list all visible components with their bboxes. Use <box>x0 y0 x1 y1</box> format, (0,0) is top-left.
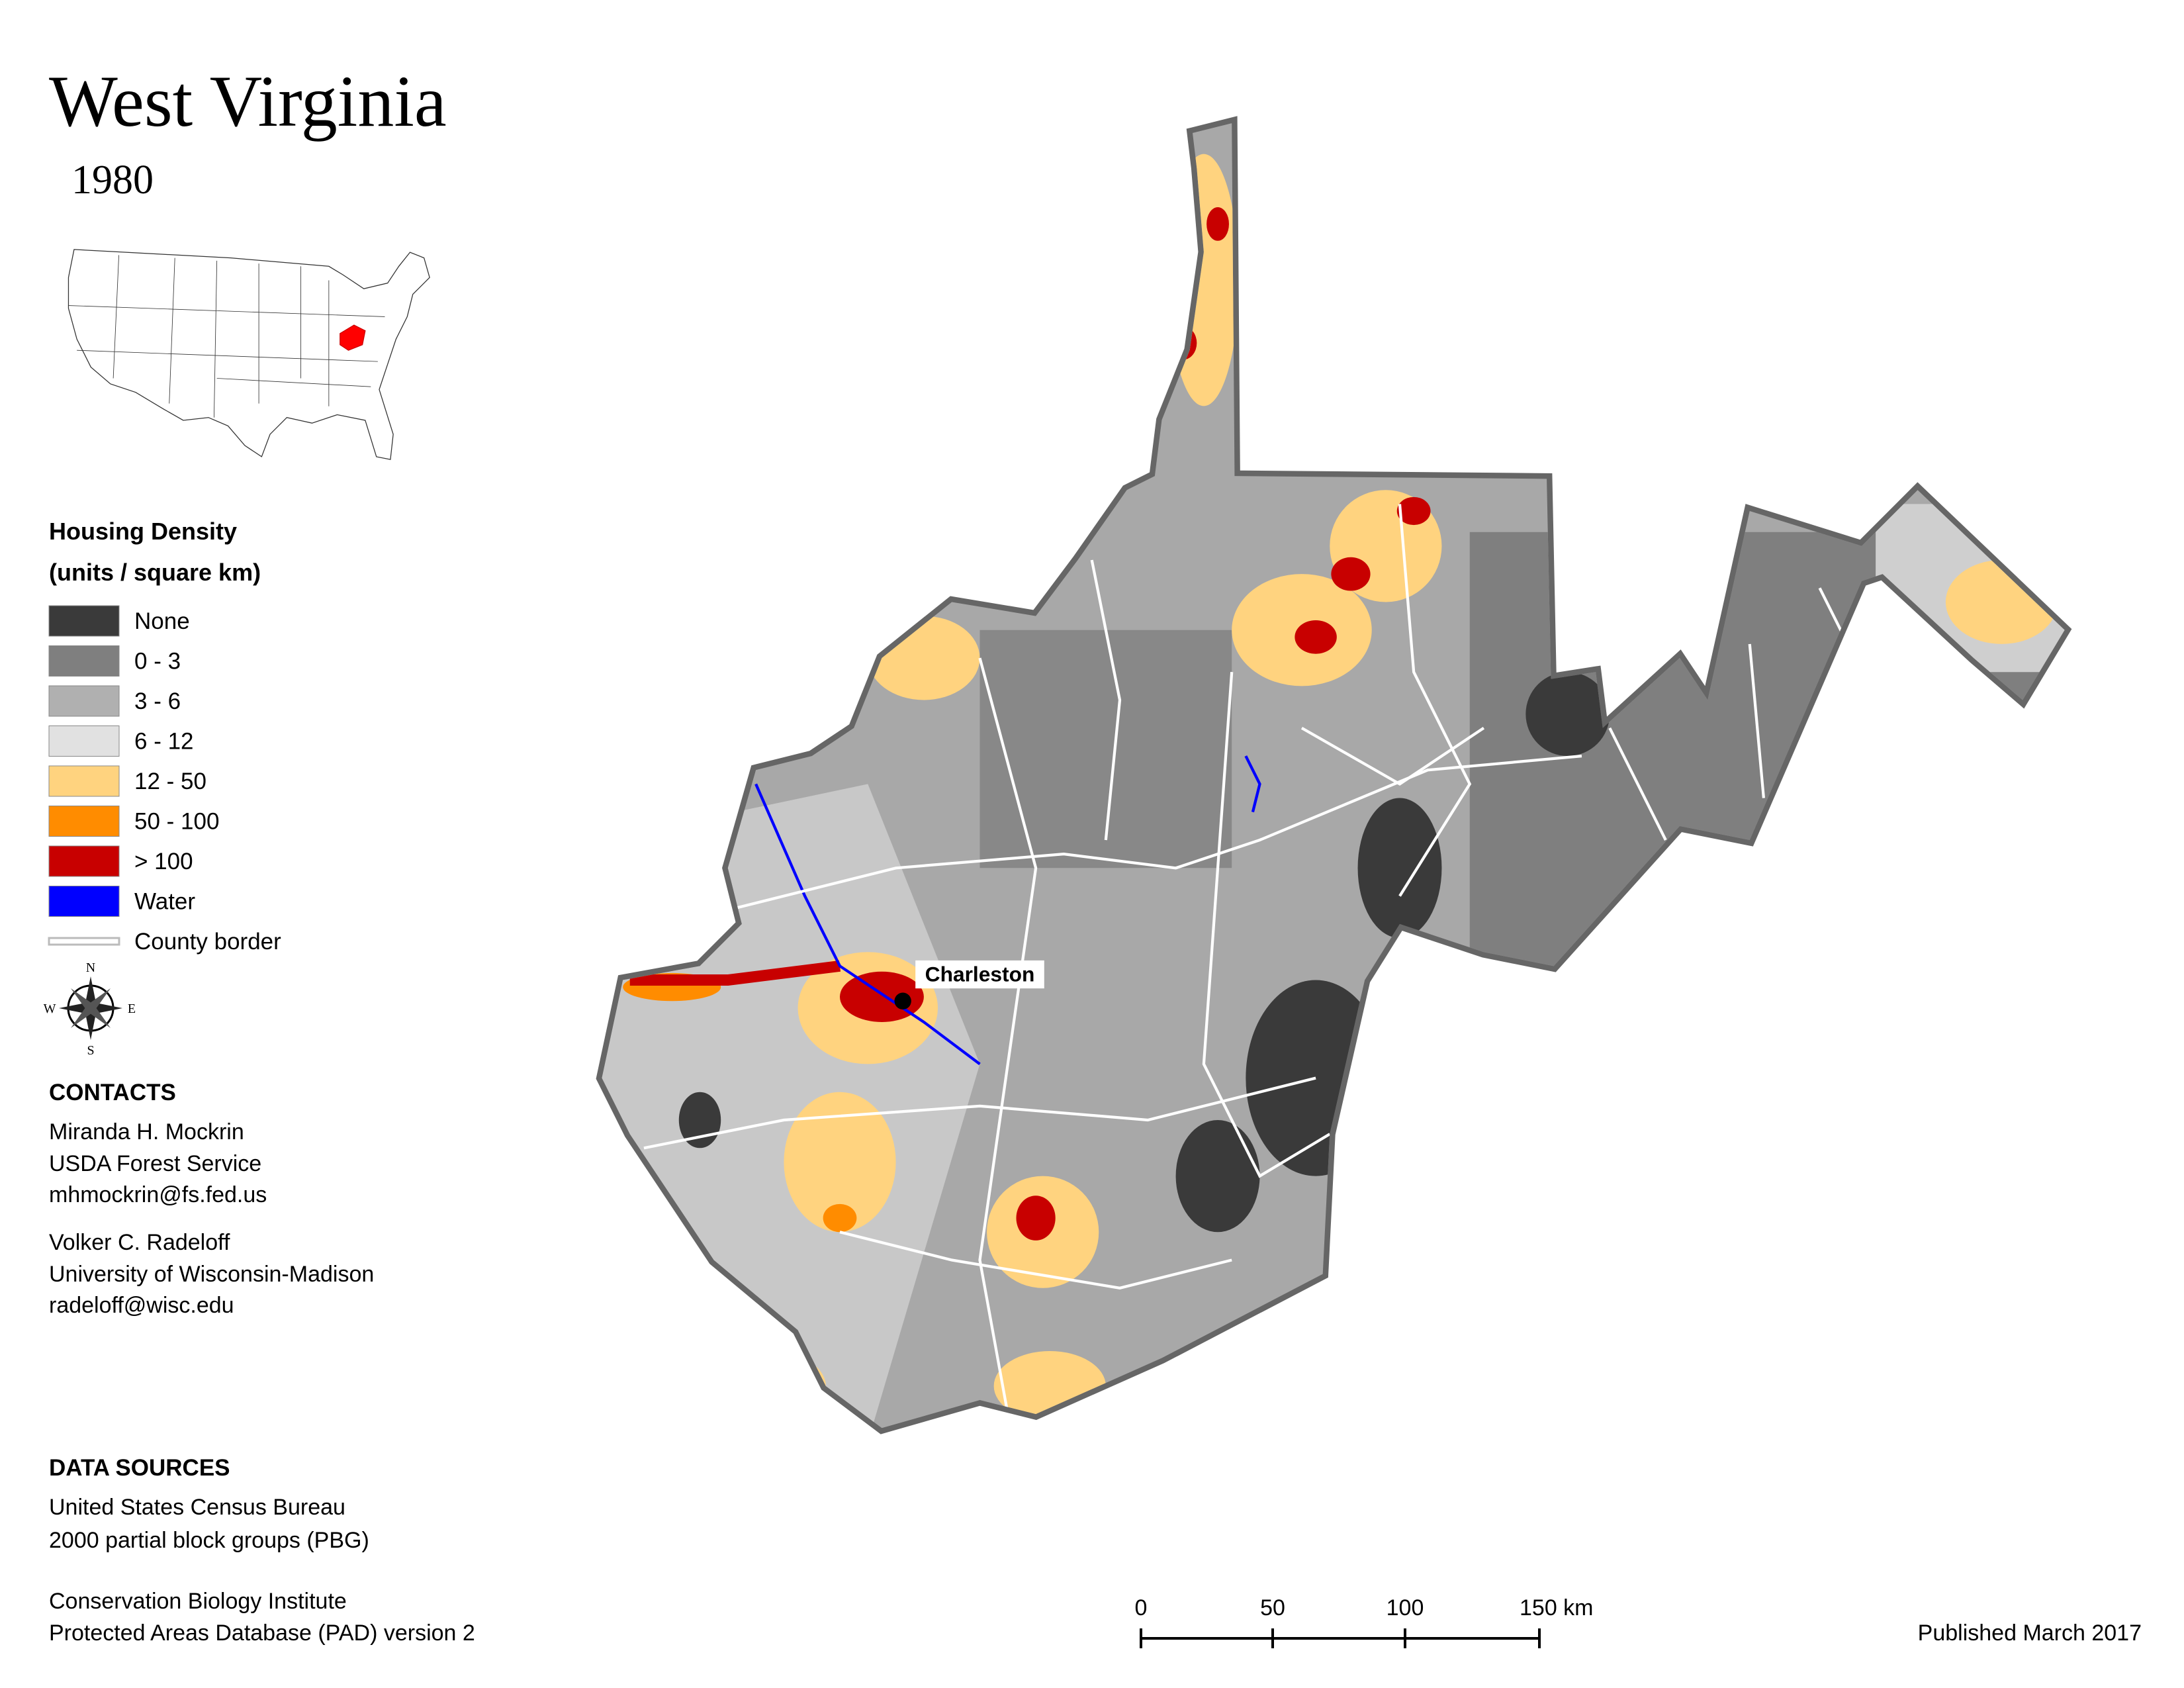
legend-swatch <box>48 605 120 637</box>
legend-line <box>48 937 120 946</box>
legend-label: 3 - 6 <box>134 688 181 714</box>
contact-line: Miranda H. Mockrin <box>49 1119 244 1145</box>
legend-subtitle: (units / square km) <box>49 559 261 586</box>
sources-title: DATA SOURCES <box>49 1455 230 1481</box>
compass-n: N <box>86 961 95 975</box>
legend-swatch <box>48 645 120 677</box>
legend: None 0 - 3 3 - 6 6 - 12 12 - 50 50 - 100 > 100… <box>48 605 281 955</box>
legend-title: Housing Density <box>49 518 237 545</box>
scale-label: 50 <box>1260 1595 1285 1620</box>
legend-label: None <box>134 608 190 634</box>
source-line: 2000 partial block groups (PBG) <box>49 1528 369 1553</box>
legend-label: County border <box>134 929 281 955</box>
contact-line: radeloff@wisc.edu <box>49 1293 234 1318</box>
city-label: Charleston <box>925 962 1035 986</box>
scale-label: 100 <box>1387 1595 1424 1620</box>
legend-swatch <box>48 845 120 877</box>
legend-label: 50 - 100 <box>134 809 219 835</box>
compass-w: W <box>44 1002 56 1016</box>
legend-swatch <box>48 765 120 797</box>
compass: N W E S <box>44 961 136 1058</box>
source-line: Conservation Biology Institute <box>49 1589 347 1614</box>
compass-s: S <box>87 1043 94 1058</box>
contact-line: Volker C. Radeloff <box>49 1230 230 1255</box>
legend-label: > 100 <box>134 849 193 874</box>
contact-line: mhmockrin@fs.fed.us <box>49 1182 267 1207</box>
source-line: United States Census Bureau <box>49 1495 345 1520</box>
title: West Virginia <box>49 61 447 142</box>
compass-e: E <box>128 1002 136 1016</box>
legend-swatch <box>48 806 120 837</box>
contacts-title: CONTACTS <box>49 1080 176 1105</box>
published: Published March 2017 <box>1918 1620 2142 1646</box>
legend-label: 0 - 3 <box>134 649 181 675</box>
contact-line: USDA Forest Service <box>49 1151 261 1176</box>
legend-swatch <box>48 886 120 917</box>
legend-label: Water <box>134 889 195 915</box>
scale-label: 150 km <box>1520 1595 1594 1620</box>
legend-label: 6 - 12 <box>134 729 194 755</box>
legend-swatch <box>48 685 120 717</box>
scale-bar: 0 50 100 150 km <box>1135 1595 1594 1648</box>
scale-label: 0 <box>1135 1595 1148 1620</box>
year: 1980 <box>71 158 154 203</box>
us-inset <box>68 249 430 460</box>
state-map: Charleston <box>588 112 2085 1442</box>
legend-label: 12 - 50 <box>134 769 206 794</box>
contact-line: University of Wisconsin-Madison <box>49 1262 374 1287</box>
source-line: Protected Areas Database (PAD) version 2 <box>49 1620 475 1646</box>
legend-swatch <box>48 726 120 757</box>
